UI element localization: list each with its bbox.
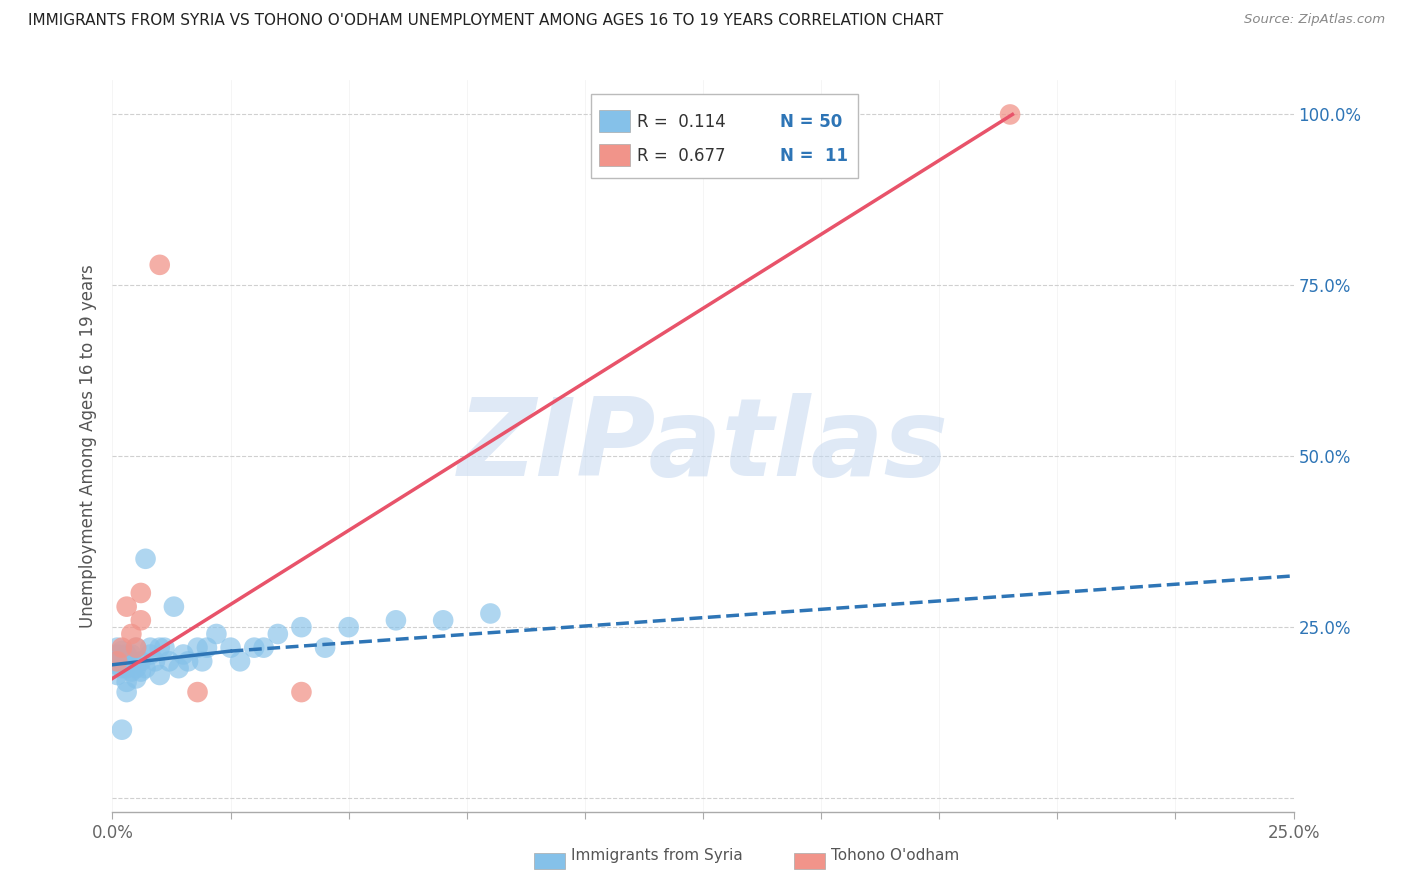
Text: Source: ZipAtlas.com: Source: ZipAtlas.com [1244, 13, 1385, 27]
Point [195, 640, 218, 655]
Point [129, 586, 152, 600]
Point [205, 627, 228, 641]
Point [135, 551, 157, 566]
Point [125, 661, 148, 675]
Point [135, 661, 157, 675]
Point [120, 665, 142, 679]
Point [998, 107, 1021, 121]
Point [111, 723, 134, 737]
Point [314, 640, 336, 655]
Point [149, 258, 172, 272]
Text: Tohono O'odham: Tohono O'odham [831, 848, 959, 863]
Point [143, 654, 166, 668]
Text: IMMIGRANTS FROM SYRIA VS TOHONO O'ODHAM UNEMPLOYMENT AMONG AGES 16 TO 19 YEARS C: IMMIGRANTS FROM SYRIA VS TOHONO O'ODHAM … [28, 13, 943, 29]
Point [115, 685, 138, 699]
Point [111, 644, 134, 658]
Text: ZIPatlas: ZIPatlas [457, 393, 949, 499]
Point [139, 640, 162, 655]
Text: N =  11: N = 11 [780, 147, 848, 165]
Point [125, 640, 148, 655]
Point [229, 654, 252, 668]
Text: N = 50: N = 50 [780, 113, 842, 131]
Point [120, 654, 142, 668]
Point [111, 654, 134, 668]
Point [115, 599, 138, 614]
Point [111, 640, 134, 655]
Point [105, 648, 128, 662]
Point [191, 654, 214, 668]
Point [111, 661, 134, 675]
Point [129, 665, 152, 679]
Point [172, 648, 194, 662]
Point [125, 672, 148, 686]
Point [177, 654, 200, 668]
Point [115, 674, 138, 689]
Point [125, 640, 148, 655]
Point [120, 627, 142, 641]
Point [186, 640, 208, 655]
Point [290, 620, 312, 634]
Point [243, 640, 266, 655]
Point [115, 654, 138, 668]
Point [111, 651, 134, 665]
Point [267, 627, 290, 641]
Point [167, 661, 190, 675]
Text: R =  0.677: R = 0.677 [637, 147, 725, 165]
Point [105, 640, 128, 655]
Point [219, 640, 242, 655]
Point [186, 685, 208, 699]
Point [337, 620, 360, 634]
Text: R =  0.114: R = 0.114 [637, 113, 725, 131]
Point [163, 599, 186, 614]
Point [115, 661, 138, 675]
Point [149, 668, 172, 682]
Point [479, 607, 502, 621]
Point [157, 654, 180, 668]
Point [129, 613, 152, 627]
Point [432, 613, 454, 627]
Point [120, 648, 142, 662]
Point [290, 685, 312, 699]
Point [129, 654, 152, 668]
Text: Immigrants from Syria: Immigrants from Syria [571, 848, 742, 863]
Y-axis label: Unemployment Among Ages 16 to 19 years: Unemployment Among Ages 16 to 19 years [79, 264, 97, 628]
Point [253, 640, 276, 655]
Point [105, 657, 128, 672]
Point [149, 640, 172, 655]
Point [115, 648, 138, 662]
Point [105, 654, 128, 668]
Point [139, 648, 162, 662]
Point [105, 668, 128, 682]
Point [385, 613, 408, 627]
Point [153, 640, 176, 655]
